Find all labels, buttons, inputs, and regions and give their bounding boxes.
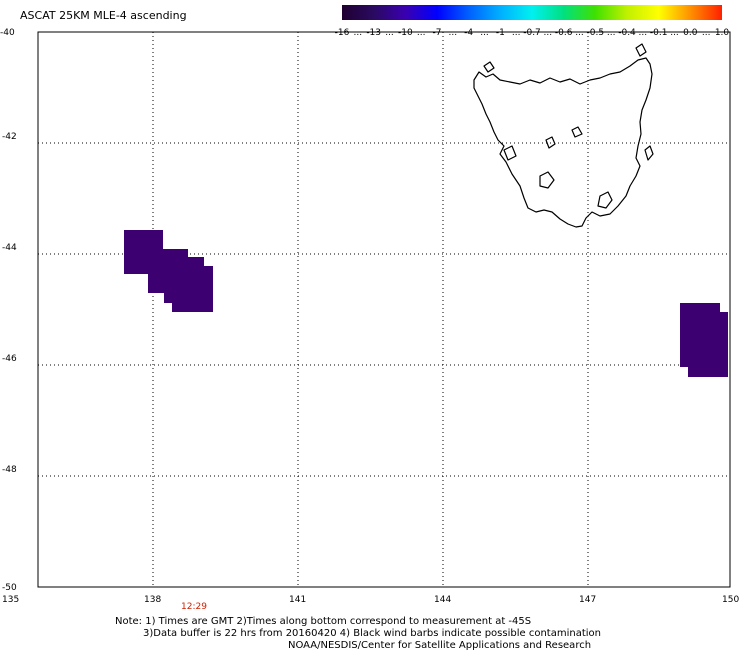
colorbar-separator: ... — [670, 28, 679, 38]
coastline — [473, 43, 654, 228]
north-islet-coastline — [483, 61, 495, 73]
lon-tick-label: 138 — [144, 595, 161, 605]
lon-tick-label: 135 — [2, 595, 19, 605]
lon-tick-label: 141 — [289, 595, 306, 605]
colorbar-separator: ... — [354, 28, 363, 38]
colorbar-label: 1.0 — [715, 28, 730, 38]
lat-tick-label: -46 — [2, 354, 17, 364]
swath-cell — [172, 266, 213, 312]
colorbar-label: 0.0 — [683, 28, 698, 38]
colorbar-separator: ... — [575, 28, 584, 38]
lake-coastline — [571, 126, 583, 138]
colorbar-separator: ... — [702, 28, 711, 38]
plot-frame — [37, 31, 731, 588]
colorbar-label: -0.6 — [555, 28, 573, 38]
note-line-1: Note: 1) Times are GMT 2)Times along bot… — [115, 616, 532, 627]
swath-time-label: 12:29 — [181, 602, 207, 612]
note-line-3: NOAA/NESDIS/Center for Satellite Applica… — [288, 640, 592, 651]
lake-coastline — [545, 136, 556, 149]
lon-tick-label: 150 — [722, 595, 739, 605]
colorbar-gradient — [342, 5, 722, 20]
colorbar: -16... -13... -10... -7... -4... -1... -0.7...… — [335, 5, 730, 38]
graticule — [38, 32, 730, 587]
colorbar-label: -0.5 — [587, 28, 605, 38]
swath-cell — [688, 312, 728, 377]
maria-island-coastline — [644, 145, 654, 161]
colorbar-separator: ... — [417, 28, 426, 38]
colorbar-label: -1 — [496, 28, 505, 38]
colorbar-label: -0.7 — [523, 28, 541, 38]
colorbar-label: -10 — [398, 28, 413, 38]
lat-tick-label: -50 — [2, 583, 17, 593]
lat-tick-label: -48 — [2, 465, 17, 475]
note-line-2: 3)Data buffer is 22 hrs from 20160420 4)… — [143, 628, 601, 639]
north-east-islet-coastline — [635, 43, 647, 57]
lat-tick-label: -42 — [2, 132, 17, 142]
lat-tick-label: -40 — [0, 28, 15, 38]
lat-tick-label: -44 — [2, 243, 17, 253]
tasmania-coastline — [473, 57, 653, 228]
lake-coastline — [539, 171, 555, 189]
colorbar-label: -7 — [433, 28, 442, 38]
lon-tick-label: 147 — [579, 595, 596, 605]
colorbar-label: -13 — [366, 28, 381, 38]
colorbar-label: -4 — [464, 28, 473, 38]
colorbar-separator: ... — [449, 28, 458, 38]
colorbar-separator: ... — [544, 28, 553, 38]
colorbar-separator: ... — [607, 28, 616, 38]
bruny-island-coastline — [597, 191, 613, 209]
lon-tick-label: 144 — [434, 595, 451, 605]
harbour-coastline — [503, 145, 517, 161]
colorbar-separator: ... — [639, 28, 648, 38]
colorbar-label: -16 — [335, 28, 350, 38]
colorbar-separator: ... — [385, 28, 394, 38]
colorbar-label: -0.4 — [618, 28, 636, 38]
colorbar-separator: ... — [480, 28, 489, 38]
colorbar-label: -0.1 — [650, 28, 668, 38]
swath-cells — [124, 230, 728, 377]
colorbar-separator: ... — [512, 28, 521, 38]
map-title: ASCAT 25KM MLE-4 ascending — [20, 9, 187, 22]
